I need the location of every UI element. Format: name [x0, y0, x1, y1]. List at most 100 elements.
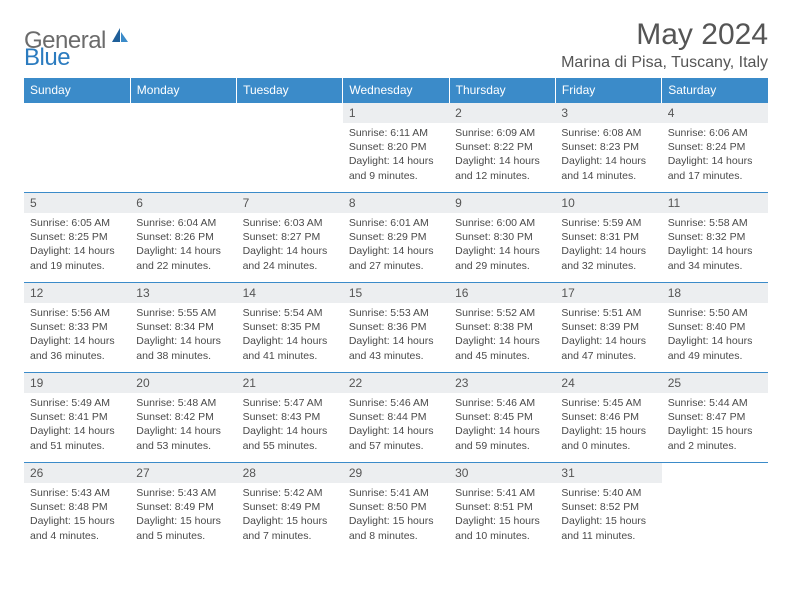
calendar-day-cell: 29Sunrise: 5:41 AMSunset: 8:50 PMDayligh…	[343, 463, 449, 553]
calendar-day-cell: 2Sunrise: 6:09 AMSunset: 8:22 PMDaylight…	[449, 103, 555, 193]
day-number: 10	[555, 193, 661, 213]
day-number: 29	[343, 463, 449, 483]
day-number: 20	[130, 373, 236, 393]
day-number: 28	[237, 463, 343, 483]
day-content: Sunrise: 6:03 AMSunset: 8:27 PMDaylight:…	[237, 213, 343, 277]
calendar-day-cell: 22Sunrise: 5:46 AMSunset: 8:44 PMDayligh…	[343, 373, 449, 463]
day-content: Sunrise: 5:40 AMSunset: 8:52 PMDaylight:…	[555, 483, 661, 547]
day-content: Sunrise: 6:11 AMSunset: 8:20 PMDaylight:…	[343, 123, 449, 187]
calendar-body: 1Sunrise: 6:11 AMSunset: 8:20 PMDaylight…	[24, 103, 768, 553]
calendar-day-cell: 5Sunrise: 6:05 AMSunset: 8:25 PMDaylight…	[24, 193, 130, 283]
day-content: Sunrise: 5:44 AMSunset: 8:47 PMDaylight:…	[662, 393, 768, 457]
weekday-header: Friday	[555, 78, 661, 103]
day-content: Sunrise: 5:45 AMSunset: 8:46 PMDaylight:…	[555, 393, 661, 457]
day-content: Sunrise: 5:42 AMSunset: 8:49 PMDaylight:…	[237, 483, 343, 547]
calendar-day-cell: 28Sunrise: 5:42 AMSunset: 8:49 PMDayligh…	[237, 463, 343, 553]
day-number: 26	[24, 463, 130, 483]
day-number: 18	[662, 283, 768, 303]
calendar-day-cell: 17Sunrise: 5:51 AMSunset: 8:39 PMDayligh…	[555, 283, 661, 373]
day-number: 15	[343, 283, 449, 303]
day-number: 11	[662, 193, 768, 213]
day-content: Sunrise: 5:46 AMSunset: 8:44 PMDaylight:…	[343, 393, 449, 457]
day-number: 14	[237, 283, 343, 303]
day-content: Sunrise: 5:49 AMSunset: 8:41 PMDaylight:…	[24, 393, 130, 457]
day-content: Sunrise: 5:47 AMSunset: 8:43 PMDaylight:…	[237, 393, 343, 457]
calendar-day-cell: 20Sunrise: 5:48 AMSunset: 8:42 PMDayligh…	[130, 373, 236, 463]
calendar-week-row: 19Sunrise: 5:49 AMSunset: 8:41 PMDayligh…	[24, 373, 768, 463]
calendar-day-cell: 19Sunrise: 5:49 AMSunset: 8:41 PMDayligh…	[24, 373, 130, 463]
calendar-week-row: 5Sunrise: 6:05 AMSunset: 8:25 PMDaylight…	[24, 193, 768, 283]
day-number: 19	[24, 373, 130, 393]
calendar-day-cell: 10Sunrise: 5:59 AMSunset: 8:31 PMDayligh…	[555, 193, 661, 283]
logo-sail-icon	[110, 26, 130, 49]
calendar-day-cell: 31Sunrise: 5:40 AMSunset: 8:52 PMDayligh…	[555, 463, 661, 553]
page-header: General May 2024 Marina di Pisa, Tuscany…	[24, 18, 768, 72]
weekday-header: Monday	[130, 78, 236, 103]
day-content: Sunrise: 5:43 AMSunset: 8:49 PMDaylight:…	[130, 483, 236, 547]
calendar-head: SundayMondayTuesdayWednesdayThursdayFrid…	[24, 78, 768, 103]
day-number: 27	[130, 463, 236, 483]
day-number: 24	[555, 373, 661, 393]
day-content: Sunrise: 6:01 AMSunset: 8:29 PMDaylight:…	[343, 213, 449, 277]
day-number: 9	[449, 193, 555, 213]
header-right: May 2024 Marina di Pisa, Tuscany, Italy	[561, 18, 768, 72]
day-content: Sunrise: 6:05 AMSunset: 8:25 PMDaylight:…	[24, 213, 130, 277]
day-number: 2	[449, 103, 555, 123]
day-content: Sunrise: 6:00 AMSunset: 8:30 PMDaylight:…	[449, 213, 555, 277]
weekday-row: SundayMondayTuesdayWednesdayThursdayFrid…	[24, 78, 768, 103]
calendar-day-cell	[237, 103, 343, 193]
calendar-week-row: 12Sunrise: 5:56 AMSunset: 8:33 PMDayligh…	[24, 283, 768, 373]
day-number: 17	[555, 283, 661, 303]
weekday-header: Tuesday	[237, 78, 343, 103]
calendar-day-cell: 24Sunrise: 5:45 AMSunset: 8:46 PMDayligh…	[555, 373, 661, 463]
day-content: Sunrise: 6:04 AMSunset: 8:26 PMDaylight:…	[130, 213, 236, 277]
calendar-day-cell: 23Sunrise: 5:46 AMSunset: 8:45 PMDayligh…	[449, 373, 555, 463]
calendar-day-cell: 16Sunrise: 5:52 AMSunset: 8:38 PMDayligh…	[449, 283, 555, 373]
day-number: 23	[449, 373, 555, 393]
day-number: 30	[449, 463, 555, 483]
calendar-day-cell: 8Sunrise: 6:01 AMSunset: 8:29 PMDaylight…	[343, 193, 449, 283]
weekday-header: Saturday	[662, 78, 768, 103]
day-content: Sunrise: 5:41 AMSunset: 8:50 PMDaylight:…	[343, 483, 449, 547]
logo-text-blue: Blue	[24, 44, 70, 71]
calendar-day-cell	[24, 103, 130, 193]
day-number: 3	[555, 103, 661, 123]
calendar-day-cell: 27Sunrise: 5:43 AMSunset: 8:49 PMDayligh…	[130, 463, 236, 553]
day-content: Sunrise: 5:58 AMSunset: 8:32 PMDaylight:…	[662, 213, 768, 277]
day-content: Sunrise: 5:55 AMSunset: 8:34 PMDaylight:…	[130, 303, 236, 367]
calendar-day-cell	[130, 103, 236, 193]
weekday-header: Wednesday	[343, 78, 449, 103]
day-number: 1	[343, 103, 449, 123]
calendar-day-cell: 6Sunrise: 6:04 AMSunset: 8:26 PMDaylight…	[130, 193, 236, 283]
day-number: 6	[130, 193, 236, 213]
calendar-table: SundayMondayTuesdayWednesdayThursdayFrid…	[24, 78, 768, 553]
calendar-day-cell: 14Sunrise: 5:54 AMSunset: 8:35 PMDayligh…	[237, 283, 343, 373]
day-content: Sunrise: 5:48 AMSunset: 8:42 PMDaylight:…	[130, 393, 236, 457]
calendar-week-row: 26Sunrise: 5:43 AMSunset: 8:48 PMDayligh…	[24, 463, 768, 553]
calendar-day-cell: 12Sunrise: 5:56 AMSunset: 8:33 PMDayligh…	[24, 283, 130, 373]
calendar-week-row: 1Sunrise: 6:11 AMSunset: 8:20 PMDaylight…	[24, 103, 768, 193]
day-number: 22	[343, 373, 449, 393]
day-number: 8	[343, 193, 449, 213]
day-number: 13	[130, 283, 236, 303]
calendar-day-cell	[662, 463, 768, 553]
day-number: 7	[237, 193, 343, 213]
day-content: Sunrise: 5:53 AMSunset: 8:36 PMDaylight:…	[343, 303, 449, 367]
day-content: Sunrise: 5:52 AMSunset: 8:38 PMDaylight:…	[449, 303, 555, 367]
calendar-day-cell: 13Sunrise: 5:55 AMSunset: 8:34 PMDayligh…	[130, 283, 236, 373]
day-content: Sunrise: 6:09 AMSunset: 8:22 PMDaylight:…	[449, 123, 555, 187]
calendar-day-cell: 30Sunrise: 5:41 AMSunset: 8:51 PMDayligh…	[449, 463, 555, 553]
day-content: Sunrise: 5:56 AMSunset: 8:33 PMDaylight:…	[24, 303, 130, 367]
calendar-day-cell: 18Sunrise: 5:50 AMSunset: 8:40 PMDayligh…	[662, 283, 768, 373]
month-title: May 2024	[561, 18, 768, 52]
calendar-day-cell: 7Sunrise: 6:03 AMSunset: 8:27 PMDaylight…	[237, 193, 343, 283]
day-content: Sunrise: 6:06 AMSunset: 8:24 PMDaylight:…	[662, 123, 768, 187]
calendar-day-cell: 9Sunrise: 6:00 AMSunset: 8:30 PMDaylight…	[449, 193, 555, 283]
day-number: 5	[24, 193, 130, 213]
day-number: 21	[237, 373, 343, 393]
calendar-day-cell: 11Sunrise: 5:58 AMSunset: 8:32 PMDayligh…	[662, 193, 768, 283]
day-content: Sunrise: 5:43 AMSunset: 8:48 PMDaylight:…	[24, 483, 130, 547]
calendar-day-cell: 4Sunrise: 6:06 AMSunset: 8:24 PMDaylight…	[662, 103, 768, 193]
day-number: 25	[662, 373, 768, 393]
calendar-day-cell: 15Sunrise: 5:53 AMSunset: 8:36 PMDayligh…	[343, 283, 449, 373]
